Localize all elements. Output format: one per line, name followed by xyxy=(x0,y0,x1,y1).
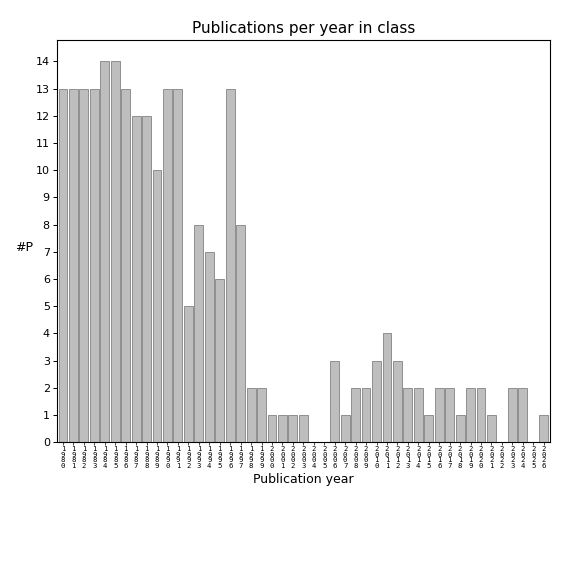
Bar xyxy=(205,252,214,442)
Bar xyxy=(226,88,235,442)
Bar xyxy=(142,116,151,442)
Bar xyxy=(174,88,183,442)
Bar xyxy=(121,88,130,442)
Bar xyxy=(383,333,391,442)
Bar xyxy=(257,388,266,442)
Bar xyxy=(268,415,277,442)
Bar xyxy=(341,415,350,442)
Bar xyxy=(289,415,297,442)
Bar xyxy=(330,361,339,442)
Bar xyxy=(100,61,109,442)
Bar xyxy=(132,116,141,442)
Bar xyxy=(424,415,433,442)
Bar xyxy=(184,306,193,442)
Bar xyxy=(466,388,475,442)
Bar xyxy=(58,88,67,442)
Title: Publications per year in class: Publications per year in class xyxy=(192,21,415,36)
Bar xyxy=(477,388,485,442)
Bar xyxy=(445,388,454,442)
Bar xyxy=(372,361,381,442)
Bar xyxy=(518,388,527,442)
Bar xyxy=(299,415,308,442)
Bar xyxy=(194,225,204,442)
Bar xyxy=(90,88,99,442)
Bar xyxy=(393,361,402,442)
Bar xyxy=(236,225,245,442)
Bar xyxy=(414,388,423,442)
Bar xyxy=(111,61,120,442)
Bar xyxy=(351,388,360,442)
Bar xyxy=(508,388,517,442)
X-axis label: Publication year: Publication year xyxy=(253,473,354,486)
Bar xyxy=(163,88,172,442)
Bar xyxy=(153,170,162,442)
Bar xyxy=(362,388,370,442)
Bar xyxy=(435,388,443,442)
Bar xyxy=(487,415,496,442)
Bar xyxy=(539,415,548,442)
Bar xyxy=(403,388,412,442)
Bar xyxy=(79,88,88,442)
Bar xyxy=(247,388,256,442)
Bar xyxy=(215,279,224,442)
Y-axis label: #P: #P xyxy=(15,241,33,254)
Bar xyxy=(69,88,78,442)
Bar xyxy=(278,415,287,442)
Bar xyxy=(456,415,464,442)
